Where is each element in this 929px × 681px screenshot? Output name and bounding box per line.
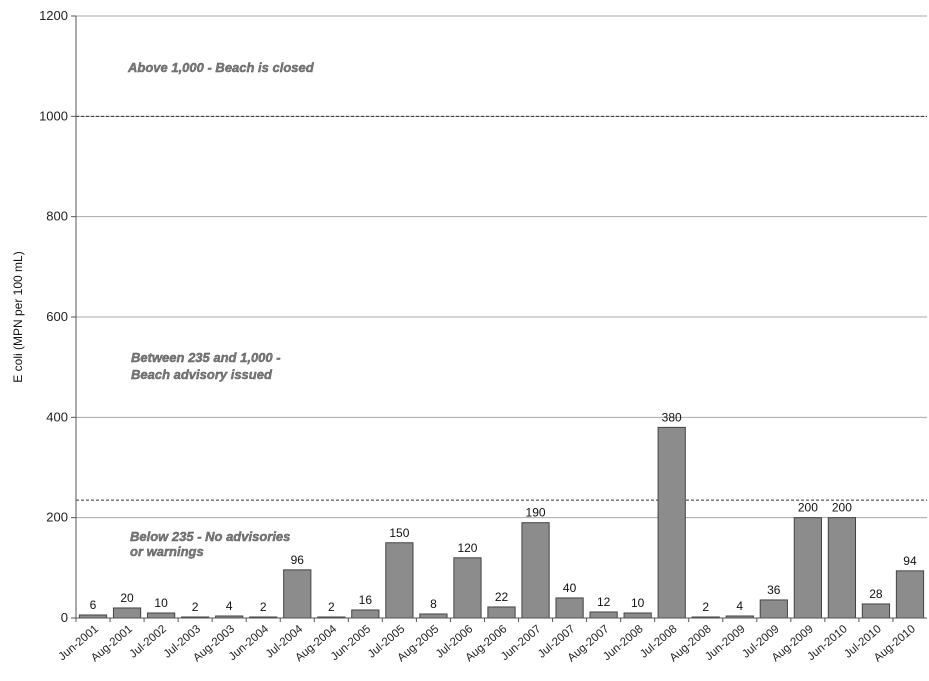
bar [521,522,550,619]
y-tick-label: 800 [46,209,68,224]
bar [112,607,142,619]
bar [283,569,312,619]
data-label: 380 [662,410,682,424]
data-label: 8 [430,597,437,611]
bar [351,609,380,619]
data-label: 40 [563,581,577,595]
data-label: 22 [495,590,509,604]
bar [385,542,414,619]
data-label: 4 [736,599,743,613]
data-label: 96 [291,553,305,567]
bar [895,570,925,619]
bar [657,426,686,619]
data-label: 2 [260,600,267,614]
y-tick-label: 600 [46,309,68,324]
y-tick-label: 0 [61,610,68,625]
data-label: 6 [90,598,97,612]
data-label: 2 [192,600,199,614]
data-label: 10 [631,596,645,610]
bar [453,557,482,619]
gridlines [76,15,927,519]
bar [793,517,822,619]
annotation-beach-closed: Above 1,000 - Beach is closed [127,60,315,75]
annotation-advisory-line2: Beach advisory issued [131,367,273,382]
data-label: 2 [702,600,709,614]
bar [487,606,516,619]
bar [861,603,891,619]
data-label: 16 [359,593,373,607]
bar [555,597,584,619]
data-label: 200 [798,501,818,515]
annotation-no-advisory-line2: or warnings [130,544,204,559]
annotation-no-advisory-line1: Below 235 - No advisories [130,529,290,544]
data-label: 4 [226,599,233,613]
data-label: 36 [767,583,781,597]
annotation-advisory-line1: Between 235 and 1,000 - [131,350,281,365]
bar [623,612,652,619]
y-axis-title: E coli (MPN per 100 mL) [11,251,25,382]
x-tick-label: Jul-2002 [128,623,170,661]
bar [419,613,448,619]
bars: 6 20 10 2 4 2 96 2 16 150 8 120 22 190 40 12 10 380 2 4 36 20… [78,410,925,619]
reference-lines [76,115,927,501]
y-tick-label: 400 [46,409,68,424]
data-label: 20 [120,591,134,605]
data-label: 94 [903,554,917,568]
bar [589,611,618,619]
data-label: 200 [832,501,852,515]
bar [759,599,788,619]
data-label: 10 [154,596,168,610]
data-label: 2 [328,600,335,614]
y-tick-label: 1000 [39,108,68,123]
data-label: 28 [869,587,883,601]
y-tick-label: 1200 [39,8,68,23]
data-label: 120 [457,541,477,555]
bar [146,612,176,619]
data-label: 12 [597,595,611,609]
data-label: 190 [526,506,546,520]
data-label: 150 [389,526,409,540]
y-tick-label: 200 [46,510,68,525]
bar [827,517,857,619]
